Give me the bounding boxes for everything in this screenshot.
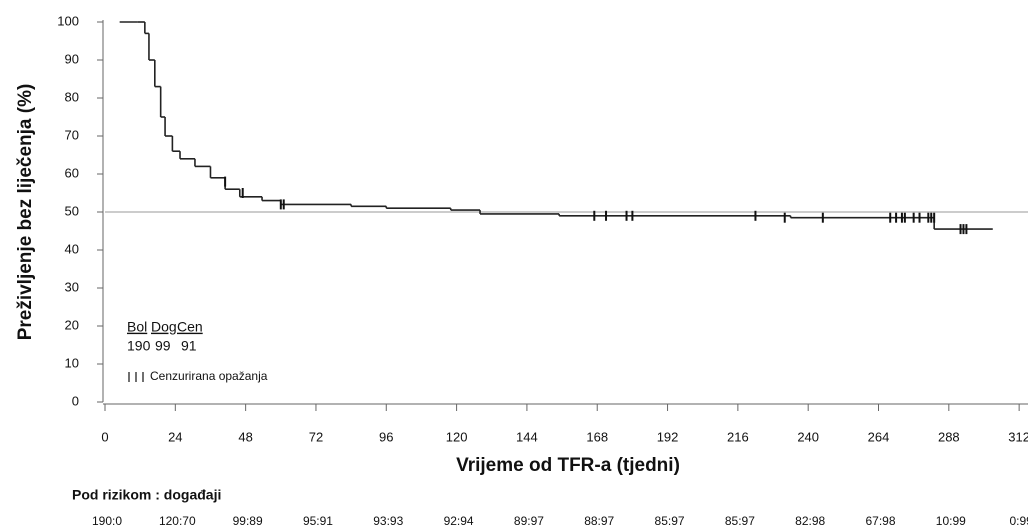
y-tick-label: 20 — [65, 317, 79, 332]
y-tick-label: 10 — [65, 355, 79, 370]
x-tick-label: 72 — [309, 429, 323, 444]
summary-header: Dog — [151, 319, 177, 335]
risk-label: 99:89 — [233, 514, 263, 528]
y-tick-label: 70 — [65, 127, 79, 142]
censor-legend-icon — [128, 372, 144, 382]
x-tick-label: 0 — [101, 429, 108, 444]
risk-label: 95:91 — [303, 514, 333, 528]
x-tick-label: 168 — [586, 429, 608, 444]
x-tick-label: 216 — [727, 429, 749, 444]
summary-value: 190 — [127, 338, 151, 354]
risk-label: 10:99 — [936, 514, 966, 528]
x-tick-label: 120 — [446, 429, 468, 444]
risk-label: 67:98 — [865, 514, 895, 528]
y-axis-title: Preživljenje bez liječenja (%) — [15, 84, 36, 341]
risk-label: 85:97 — [655, 514, 685, 528]
risk-title: Pod rizikom : događaji — [72, 487, 221, 503]
x-tick-label: 24 — [168, 429, 182, 444]
x-tick-label: 312 — [1008, 429, 1028, 444]
y-tick-label: 0 — [72, 393, 79, 408]
x-tick-label: 96 — [379, 429, 393, 444]
x-tick-label: 288 — [938, 429, 960, 444]
summary-value: 99 — [155, 338, 171, 354]
risk-label: 88:97 — [584, 514, 614, 528]
y-tick-label: 50 — [65, 203, 79, 218]
risk-label: 85:97 — [725, 514, 755, 528]
risk-label: 89:97 — [514, 514, 544, 528]
summary-header: Cen — [177, 319, 203, 335]
y-tick-label: 100 — [57, 13, 79, 28]
summary-value: 91 — [181, 338, 197, 354]
risk-label: 82:98 — [795, 514, 825, 528]
summary-header: Bol — [127, 319, 147, 335]
y-tick-label: 80 — [65, 89, 79, 104]
x-tick-label: 192 — [657, 429, 679, 444]
y-tick-label: 30 — [65, 279, 79, 294]
x-tick-label: 144 — [516, 429, 538, 444]
y-tick-label: 90 — [65, 51, 79, 66]
risk-label: 190:0 — [92, 514, 122, 528]
risk-label: 120:70 — [159, 514, 196, 528]
x-axis-title: Vrijeme od TFR-a (tjedni) — [456, 455, 680, 476]
x-tick-label: 264 — [868, 429, 890, 444]
risk-label: 92:94 — [444, 514, 474, 528]
risk-label: 0:99 — [1009, 514, 1028, 528]
y-tick-label: 60 — [65, 165, 79, 180]
x-tick-label: 48 — [238, 429, 252, 444]
y-tick-label: 40 — [65, 241, 79, 256]
censor-legend-label: Cenzurirana opažanja — [150, 369, 268, 383]
risk-label: 93:93 — [373, 514, 403, 528]
x-tick-label: 240 — [797, 429, 819, 444]
